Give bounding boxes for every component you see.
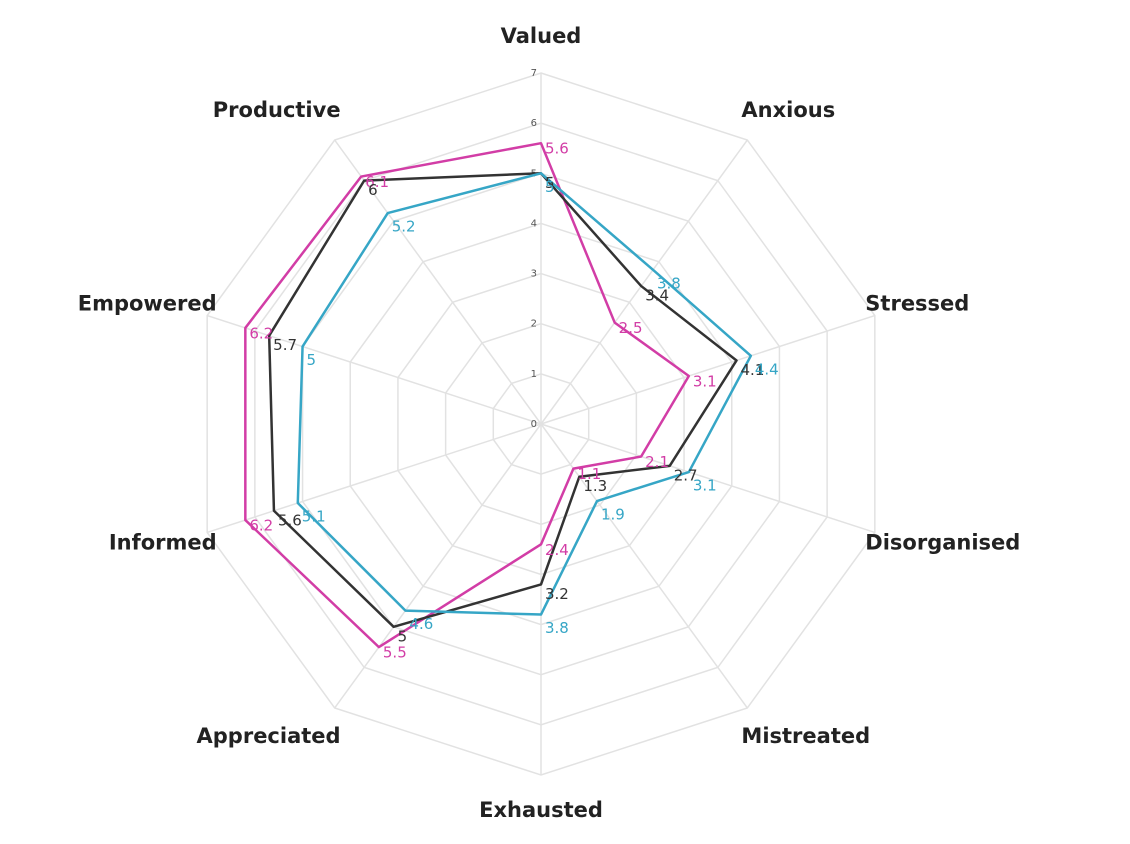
spoke — [540, 423, 876, 534]
category-label: Appreciated — [197, 724, 341, 748]
category-label: Informed — [109, 531, 217, 555]
data-label: 2.7 — [674, 466, 698, 484]
category-label: Exhausted — [479, 798, 603, 822]
data-label: 5 — [398, 627, 408, 645]
category-label: Mistreated — [741, 724, 870, 748]
data-label: 6.2 — [249, 517, 273, 535]
data-label: 4.1 — [741, 361, 765, 379]
data-label: 3.1 — [693, 372, 717, 390]
data-label: 5 — [545, 178, 555, 196]
spoke — [206, 314, 542, 425]
tick-label: 1 — [531, 369, 537, 380]
data-label: 6.2 — [249, 324, 273, 342]
data-label: 3.1 — [693, 477, 717, 495]
data-label: 6 — [368, 181, 378, 199]
tick-label: 7 — [531, 68, 537, 79]
category-label: Productive — [213, 98, 341, 122]
data-label: 3.8 — [545, 619, 569, 637]
tick-label: 3 — [531, 269, 537, 280]
data-label: 5 — [307, 351, 317, 369]
data-label: 2.4 — [545, 541, 569, 559]
data-label: 5 — [545, 174, 555, 192]
data-label: 3.8 — [657, 274, 681, 292]
tick-label: 2 — [531, 319, 537, 330]
data-label: 1.1 — [577, 465, 601, 483]
data-label: 5.6 — [278, 511, 302, 529]
data-label: 6.1 — [365, 173, 389, 191]
tick-label: 0 — [531, 419, 537, 430]
data-label: 3.4 — [645, 287, 669, 305]
data-label: 5.7 — [273, 336, 297, 354]
data-label: 4.6 — [409, 615, 433, 633]
series-line — [244, 141, 691, 649]
spoke — [540, 423, 748, 709]
tick-label: 4 — [531, 218, 537, 229]
spoke — [334, 139, 542, 425]
data-label: 2.5 — [619, 319, 643, 337]
data-label: 4.4 — [755, 360, 779, 378]
data-label: 5.5 — [383, 644, 407, 662]
data-label: 3.2 — [545, 585, 569, 603]
spoke — [540, 314, 876, 425]
category-label: Valued — [501, 24, 582, 48]
spoke — [206, 423, 542, 534]
data-label: 5.1 — [302, 508, 326, 526]
data-label: 1.3 — [583, 477, 607, 495]
data-label: 2.1 — [645, 453, 669, 471]
category-label: Empowered — [78, 291, 217, 315]
category-label: Stressed — [865, 291, 969, 315]
category-label: Anxious — [741, 98, 835, 122]
spoke — [540, 139, 748, 425]
data-label: 1.9 — [601, 506, 625, 524]
tick-label: 6 — [531, 118, 537, 129]
spoke — [334, 423, 542, 709]
category-label: Disorganised — [865, 531, 1020, 555]
series-line — [267, 172, 738, 629]
data-label: 5.6 — [545, 140, 569, 158]
data-label: 5.2 — [392, 218, 416, 236]
series-line — [296, 172, 753, 616]
